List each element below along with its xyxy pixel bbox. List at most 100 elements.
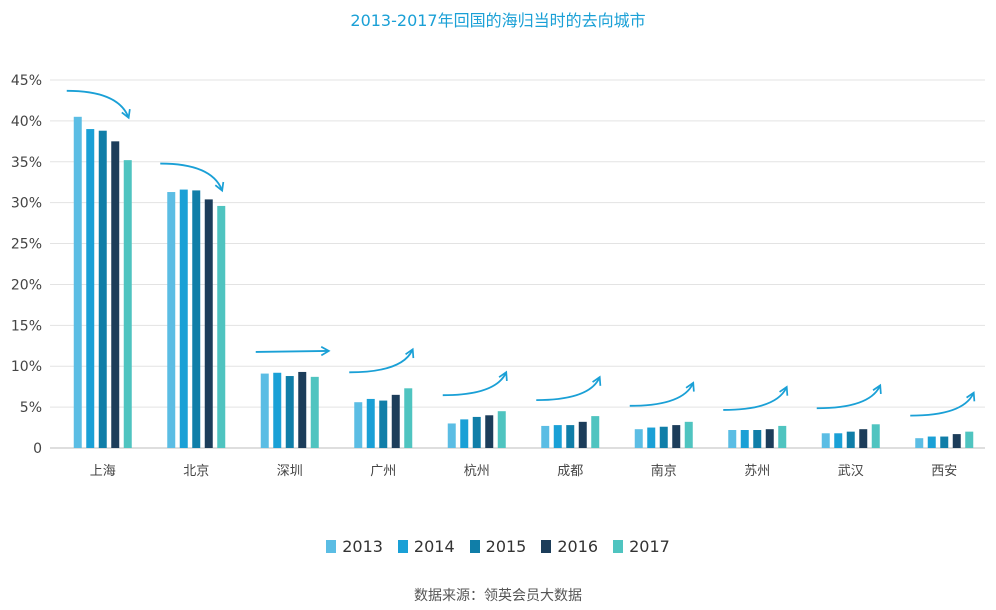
chart-title: 2013-2017年回国的海归当时的去向城市 bbox=[350, 11, 646, 30]
bar-2014 bbox=[834, 433, 843, 448]
y-tick-label: 15% bbox=[11, 318, 42, 334]
y-axis-tick-labels: 0 5% 10% 15% 20% 25% 30% 35% 40% 45% bbox=[11, 73, 42, 457]
bar-2017 bbox=[123, 160, 132, 449]
legend-label: 2014 bbox=[413, 537, 455, 556]
bar-2015 bbox=[566, 425, 575, 448]
bar-2014 bbox=[553, 425, 562, 448]
legend-item: 2013 bbox=[326, 537, 383, 556]
legend-item: 2014 bbox=[397, 537, 455, 556]
trend-arrow-up bbox=[629, 381, 695, 407]
legend-swatch bbox=[541, 540, 552, 553]
bar-2016 bbox=[111, 141, 120, 449]
trend-arrow-up bbox=[349, 347, 415, 374]
trend-arrow-up bbox=[723, 385, 789, 411]
bar-2013 bbox=[821, 433, 830, 448]
bar-2014 bbox=[273, 372, 282, 448]
y-tick-label: 25% bbox=[11, 237, 42, 253]
source-note: 数据来源：领英会员大数据 bbox=[414, 588, 582, 604]
bar-2013 bbox=[73, 116, 82, 449]
legend-item: 2016 bbox=[541, 537, 598, 556]
bar-2014 bbox=[179, 189, 188, 449]
bar-2013 bbox=[260, 373, 269, 448]
y-tick-label: 35% bbox=[11, 155, 42, 171]
x-tick-label: 北京 bbox=[183, 464, 209, 479]
legend-swatch bbox=[397, 540, 408, 553]
bar-2015 bbox=[472, 416, 481, 448]
legend-label: 2016 bbox=[557, 537, 599, 556]
bar-2016 bbox=[204, 199, 213, 448]
y-tick-label: 45% bbox=[11, 73, 42, 89]
bar-2015 bbox=[192, 190, 201, 448]
bar-2014 bbox=[927, 436, 936, 448]
legend-label: 2013 bbox=[342, 537, 383, 556]
bar-2013 bbox=[167, 192, 176, 448]
x-tick-label: 西安 bbox=[931, 464, 957, 479]
bar-2016 bbox=[765, 429, 774, 448]
bar-2017 bbox=[965, 431, 974, 448]
bar-2016 bbox=[485, 415, 494, 448]
trend-arrow-up bbox=[910, 391, 976, 417]
gridlines bbox=[50, 79, 985, 449]
bar-2013 bbox=[728, 430, 737, 448]
x-tick-label: 成都 bbox=[557, 464, 583, 479]
bar-2016 bbox=[952, 434, 961, 448]
x-tick-label: 上海 bbox=[90, 464, 116, 479]
bar-2017 bbox=[684, 421, 693, 448]
bar-2015 bbox=[753, 430, 762, 448]
x-tick-label: 杭州 bbox=[464, 464, 490, 479]
trend-arrow-up bbox=[816, 383, 882, 410]
legend-swatch bbox=[326, 540, 337, 553]
trend-arrow-down bbox=[160, 162, 225, 193]
legend-swatch bbox=[613, 540, 624, 553]
y-tick-label: 40% bbox=[11, 114, 42, 130]
legend-swatch bbox=[469, 540, 480, 553]
bar-2015 bbox=[659, 426, 668, 448]
bar-2013 bbox=[447, 423, 456, 448]
x-tick-label: 深圳 bbox=[277, 464, 303, 479]
legend-label: 2017 bbox=[629, 537, 670, 556]
bar-2015 bbox=[285, 376, 294, 448]
bar-2015 bbox=[846, 431, 855, 448]
bar-2016 bbox=[578, 421, 587, 448]
bar-2014 bbox=[460, 419, 469, 448]
y-tick-label: 10% bbox=[11, 359, 42, 375]
bar-2014 bbox=[366, 398, 375, 448]
bars bbox=[73, 116, 974, 449]
bar-2013 bbox=[541, 425, 550, 448]
bar-2017 bbox=[404, 388, 413, 448]
bar-2017 bbox=[217, 205, 226, 448]
bar-2015 bbox=[940, 436, 949, 448]
bar-2017 bbox=[871, 424, 880, 448]
x-axis-tick-labels: 上海 北京 深圳 广州 杭州 成都 南京 苏州 武汉 西安 bbox=[90, 463, 958, 479]
bar-2017 bbox=[778, 425, 787, 448]
bar-2015 bbox=[98, 130, 107, 449]
bar-2014 bbox=[740, 430, 749, 448]
bar-2013 bbox=[354, 402, 363, 448]
bar-2016 bbox=[672, 425, 681, 448]
trend-arrow-down bbox=[66, 89, 131, 120]
bar-2016 bbox=[391, 394, 400, 448]
legend: 2013 2014 2015 2016 2017 bbox=[0, 537, 996, 556]
x-tick-label: 武汉 bbox=[838, 464, 864, 479]
bar-2017 bbox=[497, 411, 506, 448]
y-tick-label: 20% bbox=[11, 277, 42, 293]
bar-2017 bbox=[310, 376, 319, 448]
y-tick-label: 5% bbox=[20, 400, 42, 416]
legend-item: 2015 bbox=[469, 537, 527, 556]
y-tick-label: 30% bbox=[11, 196, 42, 212]
bar-2016 bbox=[298, 371, 307, 448]
x-tick-label: 苏州 bbox=[744, 463, 770, 479]
bar-2017 bbox=[591, 416, 600, 448]
trend-arrow-up bbox=[536, 375, 602, 402]
legend-label: 2015 bbox=[485, 537, 527, 556]
bar-2013 bbox=[915, 438, 924, 448]
bar-2013 bbox=[634, 429, 643, 448]
legend-item: 2017 bbox=[613, 537, 670, 556]
trend-arrows bbox=[66, 89, 976, 417]
y-tick-label: 0 bbox=[33, 441, 42, 457]
x-tick-label: 南京 bbox=[651, 463, 677, 479]
trend-arrow-up bbox=[442, 370, 508, 397]
bar-2014 bbox=[86, 129, 95, 449]
bar-2014 bbox=[647, 427, 656, 448]
